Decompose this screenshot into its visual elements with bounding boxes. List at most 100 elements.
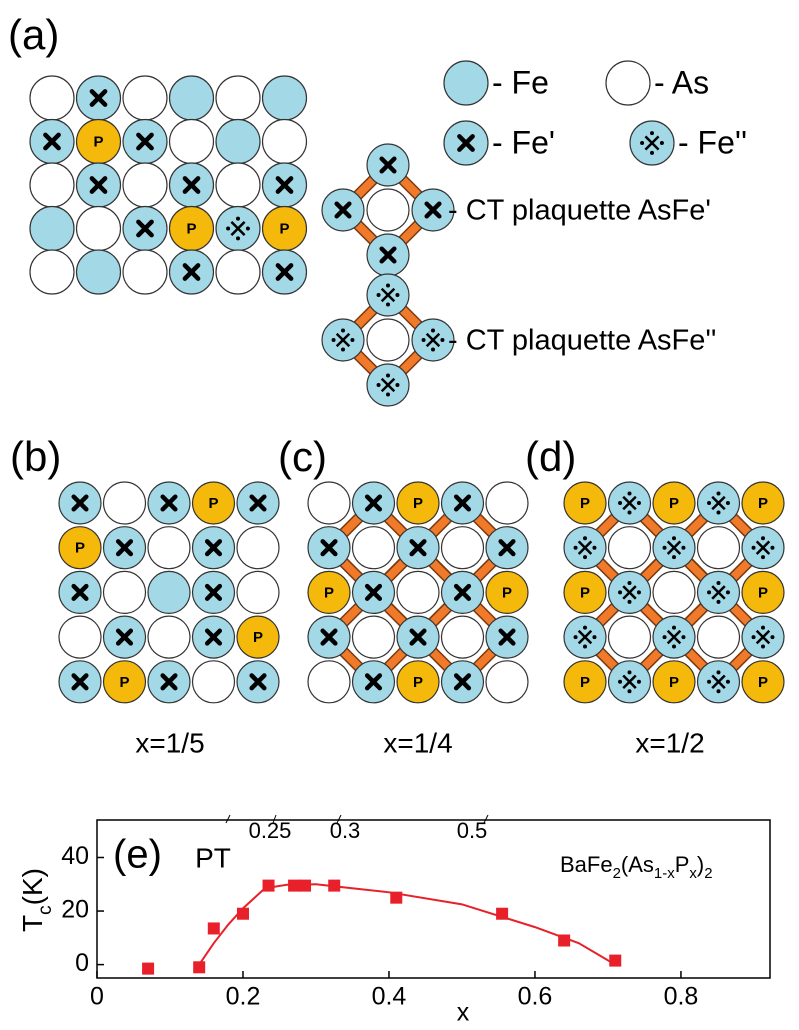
y-tick-label: 0 [75, 949, 89, 977]
caption: x=1/2 [635, 727, 704, 758]
atom [123, 163, 167, 207]
atom [59, 616, 101, 658]
dot [422, 338, 426, 342]
y-axis-label-part: (K) [17, 868, 48, 905]
atom [237, 527, 279, 569]
p-label: P [279, 220, 289, 237]
legend-label: - CT plaquette AsFe' [448, 195, 711, 227]
dot [637, 501, 641, 505]
formula-part: BaFe [560, 852, 613, 877]
p-label: P [669, 674, 679, 691]
x-tick-label: 0.6 [518, 983, 553, 1011]
dot [386, 302, 390, 306]
atom [193, 661, 235, 703]
data-point [263, 880, 275, 892]
dot [377, 383, 381, 387]
y-tick-label: 20 [61, 896, 89, 924]
x-tick-label: 0.2 [226, 983, 261, 1011]
x-tick-label: 0.8 [664, 983, 699, 1011]
y-axis-label: Tc(K) [17, 868, 55, 932]
p-label: P [75, 540, 85, 557]
dot [431, 329, 435, 333]
panel-label: (a) [8, 11, 59, 58]
dot [236, 217, 240, 221]
atom [148, 527, 190, 569]
p-label: P [758, 584, 768, 601]
atom [609, 616, 651, 658]
atom [486, 661, 528, 703]
atom [444, 61, 488, 105]
annotation: 0.3 [330, 818, 361, 843]
atom [308, 661, 350, 703]
y-tick-label: 40 [61, 842, 89, 870]
figure: (a)PPP(b)x=1/5PPPP(c)x=1/4PPPP(d)x=1/2PP… [0, 0, 799, 1025]
p-label: P [758, 495, 768, 512]
dot [395, 383, 399, 387]
formula-part: 2 [704, 865, 712, 882]
dot [226, 227, 230, 231]
atom [367, 319, 409, 361]
p-label: P [758, 674, 768, 691]
atom [442, 616, 484, 658]
p-label: P [502, 584, 512, 601]
dot [341, 347, 345, 351]
legend-label: - CT plaquette AsFe'' [448, 325, 716, 357]
annotation: 0.5 [457, 818, 488, 843]
dot [681, 546, 685, 550]
atom [30, 76, 74, 120]
data-point [299, 880, 311, 892]
dot [717, 670, 721, 674]
dot [707, 680, 711, 684]
atom [698, 527, 740, 569]
dot [574, 635, 578, 639]
dot [761, 536, 765, 540]
dot [717, 581, 721, 585]
dot [726, 680, 730, 684]
atom [77, 207, 121, 251]
dot [377, 293, 381, 297]
dot [628, 510, 632, 514]
atom [237, 571, 279, 613]
dot [386, 392, 390, 396]
data-point [142, 963, 154, 975]
dot [583, 555, 587, 559]
atom [353, 616, 395, 658]
atom [263, 76, 307, 120]
dot [618, 501, 622, 505]
dot [628, 581, 632, 585]
dot [618, 680, 622, 684]
atom [123, 250, 167, 294]
x-tick-label: 0.4 [372, 983, 407, 1011]
p-label: P [413, 495, 423, 512]
dot [707, 501, 711, 505]
dot [628, 689, 632, 693]
atom [367, 189, 409, 231]
dot [386, 284, 390, 288]
dot [663, 635, 667, 639]
formula-part: P [675, 852, 690, 877]
atom [263, 120, 307, 164]
atom [216, 163, 260, 207]
dot [717, 492, 721, 496]
dot [583, 626, 587, 630]
dot [386, 374, 390, 378]
p-label: P [208, 495, 218, 512]
data-point [558, 935, 570, 947]
atom [606, 61, 650, 105]
atom [148, 571, 190, 613]
caption: x=1/4 [383, 727, 452, 758]
x-axis-label: x [457, 999, 470, 1025]
p-label: P [93, 133, 103, 150]
dot [246, 227, 250, 231]
atom [216, 120, 260, 164]
dot [717, 510, 721, 514]
atom [216, 76, 260, 120]
dot [618, 590, 622, 594]
dot [650, 151, 654, 155]
dot [236, 236, 240, 240]
formula-part: (As [621, 852, 654, 877]
atom [170, 76, 214, 120]
p-label: P [186, 220, 196, 237]
atom [104, 482, 146, 524]
atom [442, 527, 484, 569]
